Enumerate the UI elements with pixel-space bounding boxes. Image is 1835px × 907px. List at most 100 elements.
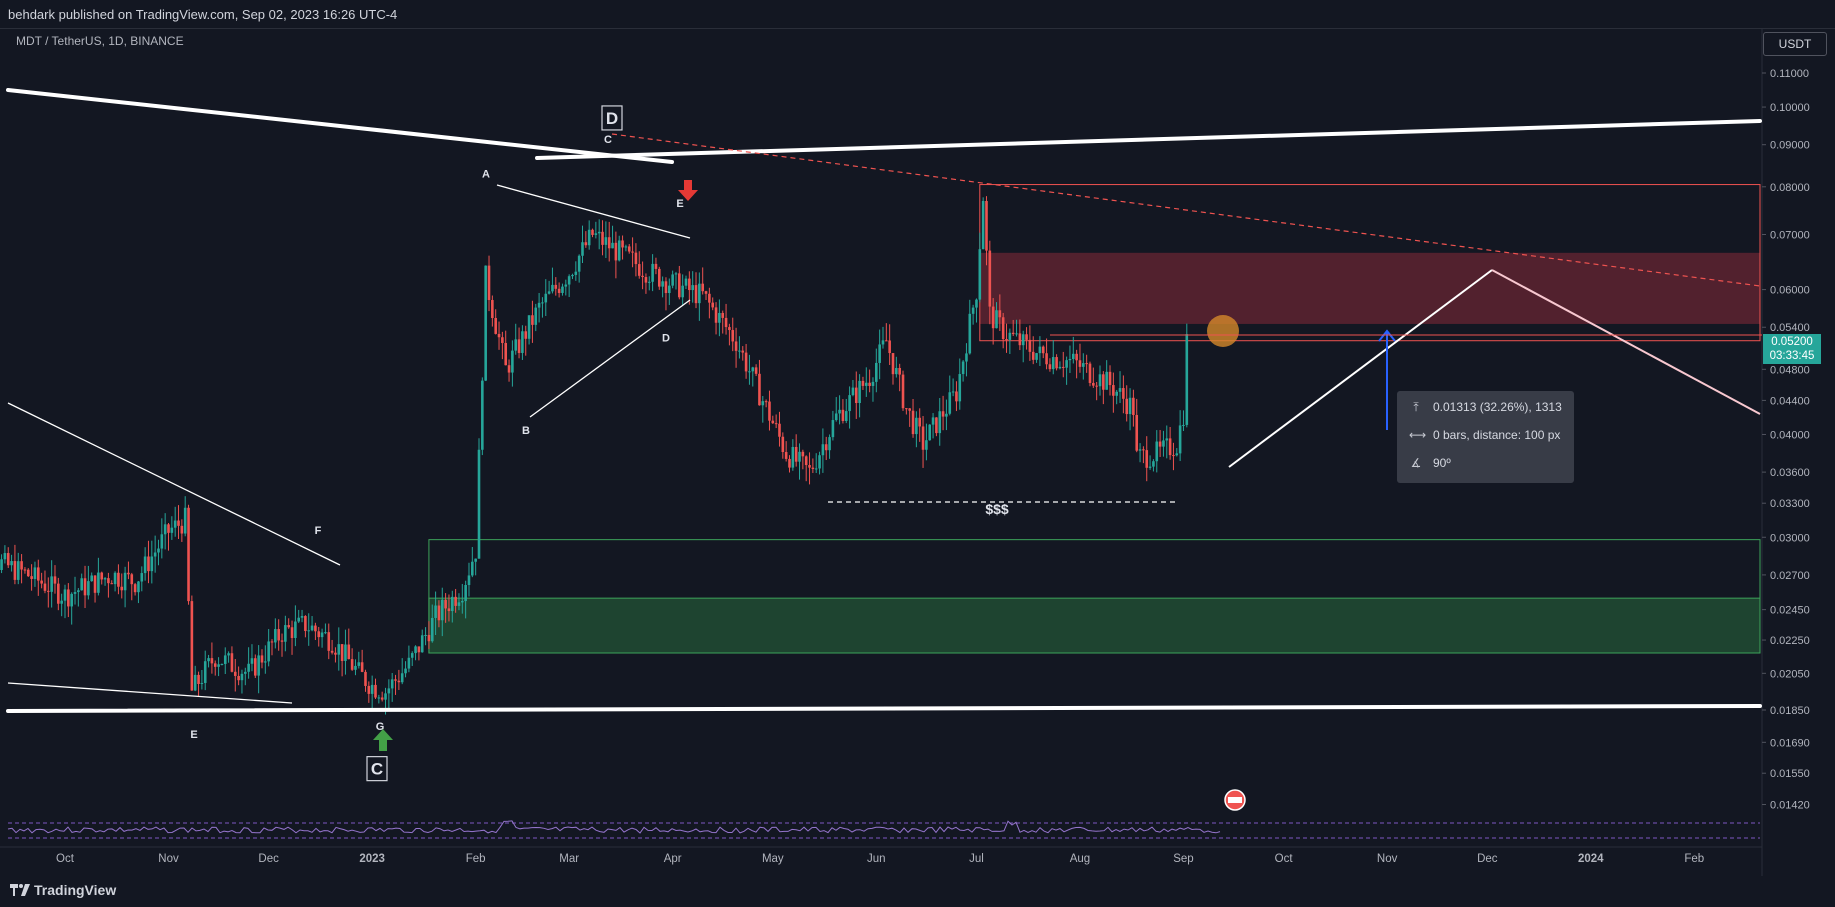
candle-body — [704, 291, 708, 294]
candle-body — [494, 318, 497, 334]
green-up-arrow — [373, 729, 393, 751]
candle-body — [1068, 358, 1072, 361]
candle-body — [734, 341, 738, 351]
candle-body — [461, 601, 464, 603]
candle-body — [1115, 391, 1118, 396]
candle-body — [584, 242, 588, 246]
candle-body — [848, 395, 851, 412]
candle-body — [1165, 438, 1169, 441]
candle-body — [294, 621, 297, 638]
candle-body — [67, 589, 70, 607]
candle-body — [1162, 440, 1165, 447]
candle-body — [731, 330, 735, 342]
candle-body — [290, 627, 294, 638]
wave-label-D: D — [606, 109, 618, 128]
candle-body — [36, 567, 40, 581]
candle-body — [73, 592, 77, 594]
candle-body — [557, 288, 561, 293]
candle-body — [374, 684, 377, 698]
candle-body — [965, 353, 968, 362]
candle-body — [1105, 371, 1108, 390]
dashed-resistance — [611, 133, 1761, 287]
trend-line-thick — [6, 704, 1762, 713]
trend-line-thin — [496, 184, 691, 239]
candle-body — [708, 293, 711, 303]
candle-body — [1048, 364, 1052, 370]
tradingview-logo-icon — [10, 884, 30, 896]
candle-body — [587, 229, 591, 246]
candle-body — [694, 285, 698, 304]
point-label-C: C — [604, 134, 612, 146]
candle-body — [938, 411, 942, 434]
candle-body — [838, 409, 841, 414]
tradingview-logo[interactable]: TradingView — [10, 882, 116, 898]
measure-bars-text: 0 bars, distance: 100 px — [1433, 428, 1561, 442]
trend-line-thin — [529, 299, 691, 418]
candle-body — [1095, 385, 1098, 387]
candle-body — [864, 382, 868, 386]
price-axis-label: 0.08000 — [1770, 182, 1810, 194]
candle-body — [10, 561, 13, 566]
candle-body — [330, 650, 334, 653]
time-axis-label: Dec — [258, 853, 279, 865]
currency-button[interactable]: USDT — [1763, 32, 1827, 56]
candle-body — [878, 344, 881, 363]
candle-body — [875, 362, 878, 382]
candle-body — [1122, 388, 1125, 399]
price-axis-label: 0.10000 — [1770, 102, 1810, 114]
candle-body — [547, 291, 551, 294]
price-axis-label: 0.11000 — [1770, 68, 1809, 80]
angle-icon: ∡ — [1410, 456, 1422, 470]
candle-body — [858, 380, 861, 404]
candle-body — [1082, 363, 1085, 367]
candle-body — [80, 578, 83, 591]
candle-body — [844, 411, 848, 422]
price-axis-label: 0.02050 — [1770, 668, 1810, 680]
candle-body — [818, 455, 821, 469]
price-axis — [1762, 28, 1835, 876]
candle-body — [698, 283, 701, 304]
candle-body — [100, 572, 104, 580]
candle-body — [450, 596, 454, 612]
candle-body — [410, 653, 414, 658]
candle-body — [671, 274, 674, 286]
candle-body — [1031, 351, 1035, 360]
candle-body — [975, 299, 978, 308]
candle-body — [1135, 414, 1139, 451]
candle-body — [651, 263, 654, 282]
candle-body — [6, 553, 10, 566]
candle-body — [1055, 357, 1058, 369]
point-label-B: B — [522, 425, 530, 437]
candle-body — [347, 644, 351, 660]
candle-body — [1045, 353, 1048, 365]
candle-body — [153, 552, 157, 557]
candle-body — [631, 251, 634, 253]
candle-body — [1025, 334, 1028, 340]
time-axis-label: Aug — [1070, 853, 1090, 865]
candle-body — [1071, 353, 1075, 359]
candle-body — [264, 661, 267, 663]
candle-body — [70, 593, 73, 607]
candle-body — [1112, 385, 1115, 396]
candle-body — [567, 276, 571, 285]
candle-body — [40, 580, 43, 584]
candle-body — [320, 632, 324, 638]
candle-body — [935, 417, 938, 434]
time-axis-label: Oct — [56, 853, 75, 865]
candle-body — [991, 306, 995, 329]
candle-body — [627, 246, 631, 252]
candle-body — [891, 353, 895, 375]
candle-body — [1005, 339, 1008, 341]
candle-body — [1075, 353, 1078, 361]
price-axis-label: 0.01690 — [1770, 737, 1810, 749]
candle-body — [724, 317, 728, 328]
candle-body — [981, 200, 985, 250]
candle-body — [387, 688, 391, 694]
candle-body — [688, 278, 691, 291]
candle-body — [881, 340, 885, 345]
last-price: 0.05200 — [1771, 336, 1813, 348]
point-label-D: D — [662, 332, 670, 344]
candle-body — [360, 662, 364, 672]
candle-body — [901, 374, 905, 409]
